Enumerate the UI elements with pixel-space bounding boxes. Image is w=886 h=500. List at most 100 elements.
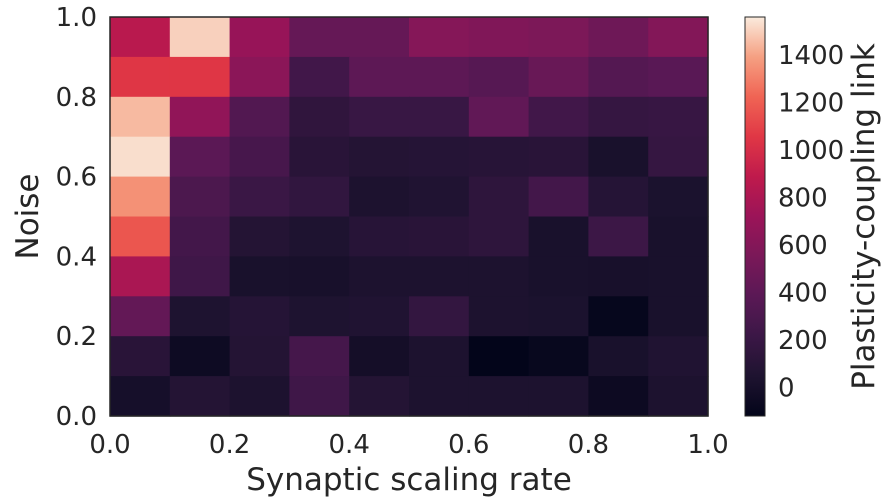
heatmap-cell	[110, 376, 171, 417]
heatmap-cell	[468, 17, 530, 58]
heatmap-cell	[349, 96, 410, 138]
plot-frame	[109, 16, 709, 417]
heatmap-cell	[409, 216, 470, 257]
heatmap-cell	[169, 136, 231, 178]
heatmap-cell	[349, 336, 410, 377]
heatmap-cell	[229, 336, 290, 377]
heatmap-cell	[289, 376, 350, 417]
colorbar	[744, 16, 766, 417]
heatmap-cell	[169, 256, 231, 297]
y-tick-label: 0.4	[56, 242, 97, 272]
heatmap-cell	[229, 296, 290, 337]
heatmap-cell	[110, 56, 171, 98]
heatmap-cell	[349, 17, 410, 58]
heatmap-cell	[588, 296, 649, 337]
heatmap-cell	[169, 56, 231, 98]
heatmap-cell	[528, 96, 589, 138]
heatmap-cell	[229, 176, 290, 218]
heatmap-cell	[169, 216, 231, 257]
heatmap-cell	[349, 216, 410, 257]
heatmap-cell	[110, 216, 171, 257]
heatmap-cell	[110, 256, 171, 297]
heatmap-cell	[110, 96, 171, 138]
heatmap-cell	[588, 336, 649, 377]
heatmap-cell	[110, 336, 171, 377]
heatmap-cell	[528, 17, 589, 58]
colorbar-label: Plasticity-coupling link	[846, 43, 882, 390]
heatmap-cell	[110, 176, 171, 218]
heatmap-cell	[169, 176, 231, 218]
heatmap-cell	[289, 256, 350, 297]
x-tick-label: 0.4	[329, 430, 370, 460]
heatmap-cell	[289, 96, 350, 138]
heatmap-cell	[468, 96, 530, 138]
heatmap-cell	[409, 96, 470, 138]
heatmap-cell	[110, 17, 171, 58]
heatmap-cell	[349, 136, 410, 178]
heatmap-cell	[528, 56, 589, 98]
heatmap-cell	[468, 256, 530, 297]
colorbar-tick-label: 800	[778, 184, 828, 214]
heatmap-cell	[468, 216, 530, 257]
heatmap-cell	[528, 216, 589, 257]
heatmap-cell	[169, 296, 231, 337]
heatmap-cell	[289, 176, 350, 218]
heatmap-cell	[648, 136, 709, 178]
heatmap-cell	[648, 216, 709, 257]
heatmap-cell	[409, 176, 470, 218]
heatmap-cell	[289, 56, 350, 98]
heatmap-cell	[588, 376, 649, 417]
heatmap-cell	[588, 56, 649, 98]
x-tick-label: 0.0	[89, 430, 130, 460]
heatmap-cell	[409, 336, 470, 377]
heatmap-cell	[289, 336, 350, 377]
heatmap-cell	[588, 216, 649, 257]
heatmap-cell	[468, 336, 530, 377]
heatmap-cell	[169, 96, 231, 138]
heatmap-cell	[588, 17, 649, 58]
heatmap-cell	[528, 296, 589, 337]
heatmap-cell	[648, 176, 709, 218]
heatmap-cell	[468, 56, 530, 98]
heatmap-cell	[468, 376, 530, 417]
heatmap-cell	[349, 256, 410, 297]
x-tick-label: 0.2	[209, 430, 250, 460]
heatmap-cell	[468, 296, 530, 337]
y-tick-label: 0.2	[56, 322, 97, 352]
heatmap-cell	[648, 256, 709, 297]
heatmap-cell	[468, 176, 530, 218]
y-tick-label: 0.6	[56, 163, 97, 193]
heatmap-cell	[648, 56, 709, 98]
colorbar-ticks: 0 200 400 600 800 1000 1200 1400	[778, 41, 844, 404]
heatmap-cell	[289, 216, 350, 257]
heatmap-cell	[409, 256, 470, 297]
x-axis-label: Synaptic scaling rate	[246, 462, 572, 498]
heatmap-cell	[409, 17, 470, 58]
heatmap-cell	[409, 296, 470, 337]
heatmap-cell	[528, 336, 589, 377]
heatmap-cell	[528, 176, 589, 218]
x-tick-label: 0.8	[568, 430, 609, 460]
y-tick-label: 0.0	[56, 402, 97, 432]
heatmap-cell	[349, 296, 410, 337]
heatmap-cell	[528, 136, 589, 178]
heatmap-cell	[229, 17, 290, 58]
colorbar-tick-label: 1000	[778, 136, 844, 166]
heatmap-cell	[648, 17, 709, 58]
heatmap-cell	[229, 56, 290, 98]
heatmap-cell	[648, 376, 709, 417]
heatmap-cell	[588, 96, 649, 138]
heatmap-cell	[289, 136, 350, 178]
heatmap-cell	[169, 17, 231, 58]
heatmap-cell	[588, 256, 649, 297]
heatmap-cell	[229, 376, 290, 417]
heatmap-cell	[409, 56, 470, 98]
heatmap-cell	[229, 216, 290, 257]
heatmap-cell	[289, 296, 350, 337]
heatmap-cell	[169, 376, 231, 417]
heatmap-cell	[349, 176, 410, 218]
heatmap-cell	[110, 136, 171, 178]
heatmap-cell	[528, 376, 589, 417]
heatmap-cell	[648, 336, 709, 377]
y-axis-label: Noise	[10, 174, 46, 260]
